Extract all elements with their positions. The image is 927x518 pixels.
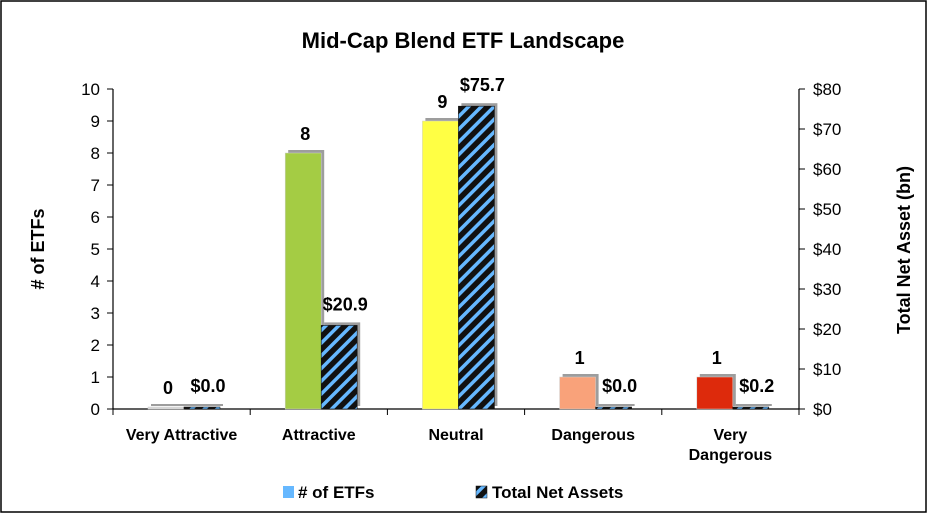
etf-count-data-label: 0 [163,378,173,398]
net-assets-bar [458,105,495,410]
legend-swatch-etf-count [283,486,294,498]
left-tick-label: 3 [91,304,100,323]
right-tick-label: $10 [813,360,841,379]
etf-count-data-label: 1 [575,348,585,368]
right-tick-label: $0 [813,400,832,419]
left-tick-label: 0 [91,400,100,419]
legend-swatch-net-assets [475,485,488,499]
net-assets-data-label: $0.0 [602,376,637,396]
net-assets-bar [595,406,632,410]
right-tick-label: $40 [813,240,841,259]
etf-count-data-label: 1 [712,348,722,368]
x-tick-label: Very [713,427,747,444]
etf-count-data-label: 9 [437,92,447,112]
chart-title: Mid-Cap Blend ETF Landscape [302,28,625,53]
etf-count-bar [147,406,185,410]
left-tick-label: 5 [91,240,100,259]
x-tick-label: Dangerous [689,447,773,464]
net-assets-bar [183,406,221,410]
left-tick-label: 6 [91,208,100,227]
left-tick-label: 8 [91,144,100,163]
net-assets-bar-shadow [735,404,772,406]
left-axis-title: # of ETFs [28,208,48,289]
legend-label-etf-count: # of ETFs [298,483,375,502]
x-tick-label: Neutral [428,427,483,444]
right-tick-label: $60 [813,160,841,179]
net-assets-data-label: $0.0 [190,376,225,396]
net-assets-data-label: $75.7 [460,75,505,95]
etf-count-bar-shadow [151,404,187,406]
right-tick-label: $70 [813,120,841,139]
left-tick-label: 10 [81,80,100,99]
x-tick-label: Very Attractive [126,427,238,444]
net-assets-bar-shadow [598,404,635,406]
right-tick-label: $20 [813,320,841,339]
right-tick-label: $80 [813,80,841,99]
etf-count-bar [559,376,596,410]
net-assets-data-label: $20.9 [323,294,368,314]
left-tick-label: 7 [91,176,100,195]
right-tick-label: $50 [813,200,841,219]
x-tick-label: Attractive [282,427,356,444]
etf-count-bar [422,120,459,410]
net-assets-bar [320,325,358,410]
left-tick-label: 2 [91,336,100,355]
net-assets-bar [732,406,770,410]
right-axis-title: Total Net Asset (bn) [894,166,914,334]
left-tick-label: 4 [91,272,100,291]
etf-count-bar [696,376,734,410]
etf-count-data-label: 8 [300,124,310,144]
etf-count-bar [284,152,322,410]
left-tick-label: 9 [91,112,100,131]
left-tick-label: 1 [91,368,100,387]
x-tick-label: Dangerous [551,427,635,444]
net-assets-data-label: $0.2 [739,376,774,396]
right-tick-label: $30 [813,280,841,299]
net-assets-bar-shadow [187,404,223,406]
legend-label-net-assets: Total Net Assets [492,483,623,502]
